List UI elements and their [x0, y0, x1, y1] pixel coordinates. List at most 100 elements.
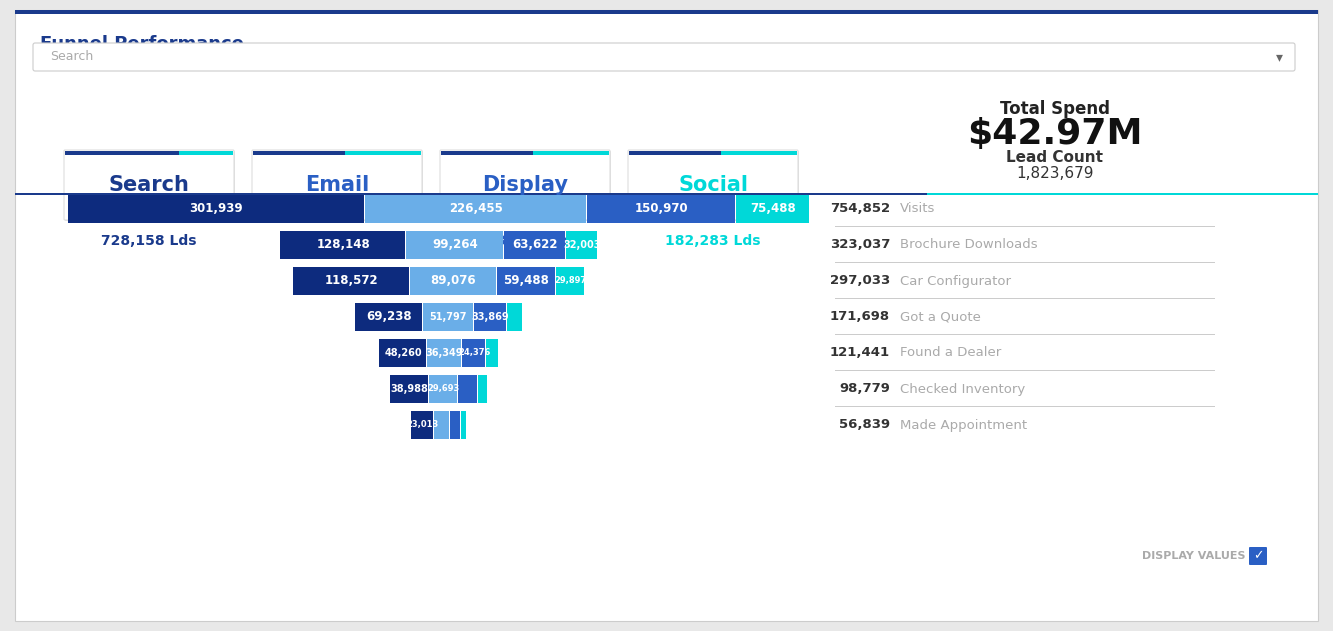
Text: 728,158 Lds: 728,158 Lds: [101, 234, 197, 248]
Bar: [507, 303, 523, 331]
Bar: [427, 339, 461, 367]
Bar: [834, 370, 1214, 371]
Text: 182,283 Lds: 182,283 Lds: [665, 234, 761, 248]
Bar: [407, 231, 503, 259]
Text: 56,839: 56,839: [838, 418, 890, 432]
Bar: [68, 195, 364, 223]
Bar: [65, 151, 179, 155]
Bar: [736, 195, 809, 223]
Bar: [461, 411, 467, 439]
Bar: [834, 298, 1214, 299]
Text: 754,852: 754,852: [830, 203, 890, 216]
Text: 29,897: 29,897: [555, 276, 587, 285]
Text: 29,693: 29,693: [428, 384, 460, 394]
Text: 59,488: 59,488: [504, 274, 549, 288]
FancyBboxPatch shape: [65, 151, 235, 221]
Bar: [253, 151, 345, 155]
Bar: [411, 411, 433, 439]
Text: 301,939: 301,939: [189, 203, 243, 216]
Bar: [463, 339, 485, 367]
Text: Found a Dealer: Found a Dealer: [900, 346, 1001, 360]
FancyBboxPatch shape: [629, 151, 798, 221]
Bar: [345, 151, 421, 155]
Text: 150,970: 150,970: [635, 203, 688, 216]
Text: 98,779: 98,779: [840, 382, 890, 396]
Bar: [391, 375, 428, 403]
Text: 363,820 Lds: 363,820 Lds: [477, 234, 573, 248]
Text: Email: Email: [305, 175, 369, 195]
Bar: [834, 262, 1214, 263]
Text: 36,349: 36,349: [425, 348, 464, 358]
Text: 51,797: 51,797: [429, 312, 467, 322]
Text: 549,418 Lds: 549,418 Lds: [289, 234, 385, 248]
Text: $42.97M: $42.97M: [968, 117, 1142, 151]
Text: Lead Count: Lead Count: [1006, 150, 1104, 165]
Text: Car Configurator: Car Configurator: [900, 274, 1010, 288]
Bar: [834, 406, 1214, 407]
Bar: [533, 151, 609, 155]
FancyBboxPatch shape: [64, 150, 235, 220]
Bar: [487, 339, 497, 367]
Bar: [629, 151, 721, 155]
Text: 1,823,679: 1,823,679: [1016, 167, 1094, 182]
Bar: [365, 195, 587, 223]
Text: 226,455: 226,455: [449, 203, 503, 216]
Text: 171,698: 171,698: [830, 310, 890, 324]
Text: 24,376: 24,376: [459, 348, 491, 358]
Text: Checked Inventory: Checked Inventory: [900, 382, 1025, 396]
FancyBboxPatch shape: [440, 150, 611, 220]
Text: 69,238: 69,238: [365, 310, 412, 324]
Bar: [477, 375, 487, 403]
Text: 23,013: 23,013: [407, 420, 439, 430]
Text: 63,622: 63,622: [512, 239, 557, 252]
Bar: [834, 334, 1214, 335]
FancyBboxPatch shape: [33, 43, 1294, 71]
Bar: [504, 231, 565, 259]
Bar: [451, 411, 460, 439]
Bar: [380, 339, 425, 367]
Text: Brochure Downloads: Brochure Downloads: [900, 239, 1037, 252]
Text: Search: Search: [51, 50, 93, 64]
Bar: [926, 192, 1318, 195]
Text: Made Appointment: Made Appointment: [900, 418, 1028, 432]
Bar: [433, 411, 449, 439]
FancyBboxPatch shape: [441, 151, 611, 221]
Bar: [423, 303, 473, 331]
Text: Search: Search: [108, 175, 189, 195]
Text: 75,488: 75,488: [750, 203, 796, 216]
Text: Visits: Visits: [900, 203, 936, 216]
Bar: [721, 151, 797, 155]
Text: Display: Display: [483, 175, 568, 195]
Text: ▾: ▾: [1276, 50, 1282, 64]
Text: 121,441: 121,441: [830, 346, 890, 360]
Bar: [473, 303, 507, 331]
Bar: [441, 151, 533, 155]
FancyBboxPatch shape: [15, 10, 1318, 621]
Bar: [355, 303, 421, 331]
Text: 32,003: 32,003: [564, 240, 601, 250]
FancyBboxPatch shape: [1249, 547, 1266, 565]
Text: 323,037: 323,037: [829, 239, 890, 252]
Bar: [15, 10, 1318, 14]
Bar: [556, 267, 584, 295]
Text: 38,988: 38,988: [391, 384, 428, 394]
Bar: [409, 267, 496, 295]
Text: DISPLAY VALUES: DISPLAY VALUES: [1141, 551, 1245, 561]
Bar: [15, 192, 926, 195]
Bar: [567, 231, 597, 259]
FancyBboxPatch shape: [628, 150, 798, 220]
Text: 89,076: 89,076: [431, 274, 476, 288]
Bar: [588, 195, 734, 223]
Text: Total Spend: Total Spend: [1000, 100, 1110, 118]
Text: ✓: ✓: [1253, 550, 1264, 562]
Text: 48,260: 48,260: [384, 348, 421, 358]
Bar: [429, 375, 457, 403]
Text: 297,033: 297,033: [829, 274, 890, 288]
Text: Social: Social: [678, 175, 748, 195]
Text: 118,572: 118,572: [324, 274, 379, 288]
Text: Funnel Performance: Funnel Performance: [40, 35, 244, 53]
Text: 128,148: 128,148: [316, 239, 371, 252]
Text: 33,869: 33,869: [472, 312, 509, 322]
Bar: [459, 375, 477, 403]
FancyBboxPatch shape: [253, 151, 423, 221]
